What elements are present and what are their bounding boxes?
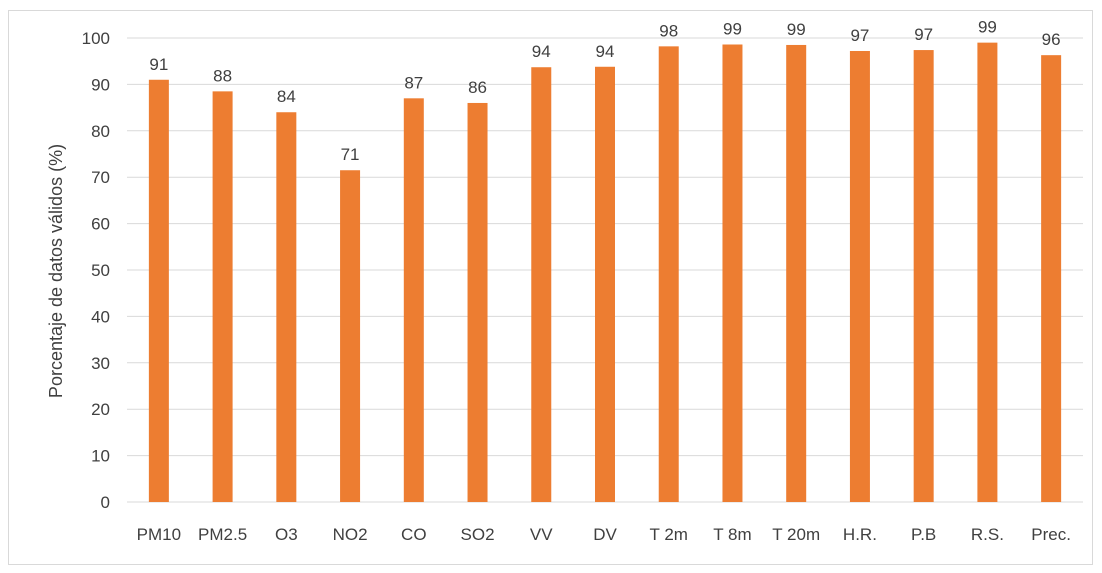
bar — [403, 98, 424, 502]
x-tick-label: T 2m — [650, 525, 688, 544]
data-label: 91 — [149, 55, 168, 74]
y-tick-label: 40 — [91, 307, 110, 326]
x-tick-label: Prec. — [1031, 525, 1071, 544]
x-tick-label: P.B — [911, 525, 936, 544]
data-label: 94 — [596, 42, 615, 61]
x-tick-label: H.R. — [843, 525, 877, 544]
bar — [658, 46, 679, 503]
data-label: 97 — [914, 25, 933, 44]
data-label: 98 — [659, 21, 678, 40]
bar — [212, 91, 233, 503]
data-label: 87 — [404, 73, 423, 92]
bar — [467, 102, 488, 503]
y-tick-label: 90 — [91, 75, 110, 94]
y-tick-label: 70 — [91, 168, 110, 187]
data-label: 86 — [468, 78, 487, 97]
data-label: 71 — [341, 145, 360, 164]
bar — [786, 44, 807, 503]
x-axis-ticks: PM10 PM2.5 O3 NO2 CO SO2 VV DV T 2m T 8m T 20m H.R.… — [137, 525, 1071, 544]
x-tick-label: PM2.5 — [198, 525, 247, 544]
bar — [913, 50, 934, 503]
bar — [595, 66, 615, 502]
data-label: 99 — [787, 20, 806, 39]
x-tick-label: T 20m — [772, 525, 820, 544]
data-label: 99 — [723, 19, 742, 38]
bar — [148, 79, 169, 502]
bar — [722, 44, 743, 502]
bar — [1041, 55, 1062, 502]
x-tick-label: CO — [401, 525, 427, 544]
x-tick-label: SO2 — [461, 525, 495, 544]
bar — [977, 42, 998, 502]
data-label: 84 — [277, 87, 296, 106]
x-tick-label: VV — [530, 525, 553, 544]
data-label: 88 — [213, 66, 232, 85]
y-tick-label: 30 — [91, 354, 110, 373]
bars — [148, 42, 1062, 503]
data-label: 99 — [978, 18, 997, 37]
y-tick-label: 60 — [91, 215, 110, 234]
data-labels: 91 88 84 71 87 86 94 94 98 99 99 97 97 99 96 — [149, 18, 1060, 165]
bar — [531, 67, 552, 503]
x-tick-label: R.S. — [971, 525, 1004, 544]
y-tick-label: 50 — [91, 261, 110, 280]
x-tick-label: O3 — [275, 525, 298, 544]
data-label: 97 — [850, 26, 869, 45]
y-tick-label: 20 — [91, 400, 110, 419]
y-tick-label: 100 — [82, 29, 110, 48]
bar — [276, 112, 297, 503]
x-tick-label: T 8m — [713, 525, 751, 544]
bar — [340, 170, 361, 503]
y-tick-label: 10 — [91, 447, 110, 466]
y-tick-label: 80 — [91, 122, 110, 141]
bar — [849, 50, 870, 502]
x-tick-label: NO2 — [333, 525, 368, 544]
x-tick-label: DV — [593, 525, 617, 544]
y-axis-ticks: 0 10 20 30 40 50 60 70 80 90 100 — [82, 29, 110, 512]
y-tick-label: 0 — [101, 493, 110, 512]
data-label: 94 — [532, 42, 551, 61]
data-label: 96 — [1042, 30, 1061, 49]
x-tick-label: PM10 — [137, 525, 181, 544]
y-axis-title: Porcentaje de datos válidos (%) — [46, 144, 66, 398]
